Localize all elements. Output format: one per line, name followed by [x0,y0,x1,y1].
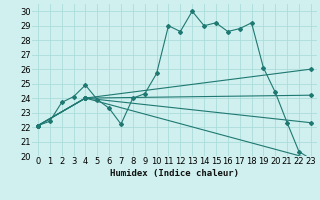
X-axis label: Humidex (Indice chaleur): Humidex (Indice chaleur) [110,169,239,178]
